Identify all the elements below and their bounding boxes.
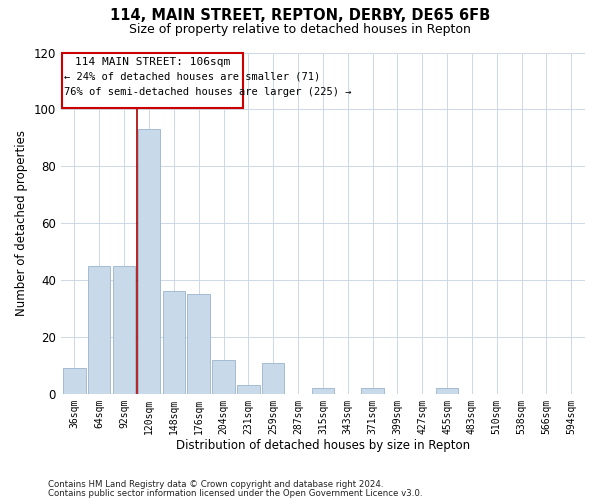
- Bar: [187, 294, 210, 394]
- Text: 114 MAIN STREET: 106sqm: 114 MAIN STREET: 106sqm: [75, 58, 230, 68]
- Bar: [237, 386, 260, 394]
- Text: 76% of semi-detached houses are larger (225) →: 76% of semi-detached houses are larger (…: [64, 88, 352, 98]
- Y-axis label: Number of detached properties: Number of detached properties: [15, 130, 28, 316]
- Text: Contains HM Land Registry data © Crown copyright and database right 2024.: Contains HM Land Registry data © Crown c…: [48, 480, 383, 489]
- Bar: [212, 360, 235, 394]
- Bar: [436, 388, 458, 394]
- Text: Contains public sector information licensed under the Open Government Licence v3: Contains public sector information licen…: [48, 489, 422, 498]
- Bar: [163, 292, 185, 394]
- Bar: [63, 368, 86, 394]
- Bar: [88, 266, 110, 394]
- Bar: [138, 130, 160, 394]
- Bar: [113, 266, 136, 394]
- Text: ← 24% of detached houses are smaller (71): ← 24% of detached houses are smaller (71…: [64, 72, 320, 82]
- Bar: [312, 388, 334, 394]
- Text: Size of property relative to detached houses in Repton: Size of property relative to detached ho…: [129, 22, 471, 36]
- FancyBboxPatch shape: [62, 52, 244, 108]
- X-axis label: Distribution of detached houses by size in Repton: Distribution of detached houses by size …: [176, 440, 470, 452]
- Bar: [262, 362, 284, 394]
- Text: 114, MAIN STREET, REPTON, DERBY, DE65 6FB: 114, MAIN STREET, REPTON, DERBY, DE65 6F…: [110, 8, 490, 22]
- Bar: [361, 388, 384, 394]
